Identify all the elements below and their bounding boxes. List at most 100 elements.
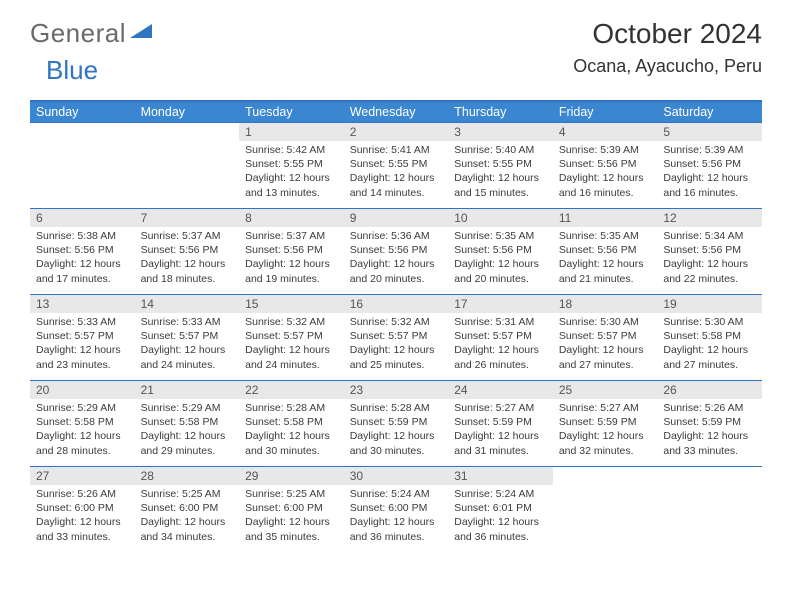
day-content: Sunrise: 5:32 AMSunset: 5:57 PMDaylight:… (344, 313, 449, 376)
day-content: Sunrise: 5:35 AMSunset: 5:56 PMDaylight:… (448, 227, 553, 290)
calendar-cell: 9Sunrise: 5:36 AMSunset: 5:56 PMDaylight… (344, 209, 449, 295)
day-number: 11 (553, 209, 658, 227)
day-content: Sunrise: 5:40 AMSunset: 5:55 PMDaylight:… (448, 141, 553, 204)
calendar-cell: 23Sunrise: 5:28 AMSunset: 5:59 PMDayligh… (344, 381, 449, 467)
calendar-cell: 25Sunrise: 5:27 AMSunset: 5:59 PMDayligh… (553, 381, 658, 467)
calendar-cell: 30Sunrise: 5:24 AMSunset: 6:00 PMDayligh… (344, 467, 449, 553)
day-number: 24 (448, 381, 553, 399)
calendar-cell (657, 467, 762, 553)
day-number: 4 (553, 123, 658, 141)
day-content: Sunrise: 5:27 AMSunset: 5:59 PMDaylight:… (553, 399, 658, 462)
day-number: 6 (30, 209, 135, 227)
calendar-cell: 12Sunrise: 5:34 AMSunset: 5:56 PMDayligh… (657, 209, 762, 295)
calendar-cell: 24Sunrise: 5:27 AMSunset: 5:59 PMDayligh… (448, 381, 553, 467)
day-number: 31 (448, 467, 553, 485)
day-content: Sunrise: 5:33 AMSunset: 5:57 PMDaylight:… (135, 313, 240, 376)
day-content: Sunrise: 5:42 AMSunset: 5:55 PMDaylight:… (239, 141, 344, 204)
day-number: 2 (344, 123, 449, 141)
day-number: 3 (448, 123, 553, 141)
weekday-header: Thursday (448, 101, 553, 123)
calendar-cell: 7Sunrise: 5:37 AMSunset: 5:56 PMDaylight… (135, 209, 240, 295)
day-number: 26 (657, 381, 762, 399)
day-number: 19 (657, 295, 762, 313)
day-content: Sunrise: 5:32 AMSunset: 5:57 PMDaylight:… (239, 313, 344, 376)
day-content: Sunrise: 5:28 AMSunset: 5:58 PMDaylight:… (239, 399, 344, 462)
day-number: 28 (135, 467, 240, 485)
calendar-row: 20Sunrise: 5:29 AMSunset: 5:58 PMDayligh… (30, 381, 762, 467)
day-content: Sunrise: 5:41 AMSunset: 5:55 PMDaylight:… (344, 141, 449, 204)
calendar-row: 13Sunrise: 5:33 AMSunset: 5:57 PMDayligh… (30, 295, 762, 381)
calendar-cell: 29Sunrise: 5:25 AMSunset: 6:00 PMDayligh… (239, 467, 344, 553)
day-number: 15 (239, 295, 344, 313)
calendar-cell: 8Sunrise: 5:37 AMSunset: 5:56 PMDaylight… (239, 209, 344, 295)
calendar-cell: 6Sunrise: 5:38 AMSunset: 5:56 PMDaylight… (30, 209, 135, 295)
day-number: 29 (239, 467, 344, 485)
day-content: Sunrise: 5:34 AMSunset: 5:56 PMDaylight:… (657, 227, 762, 290)
brand-part2: Blue (46, 55, 98, 85)
day-content: Sunrise: 5:26 AMSunset: 5:59 PMDaylight:… (657, 399, 762, 462)
calendar-cell: 2Sunrise: 5:41 AMSunset: 5:55 PMDaylight… (344, 123, 449, 209)
day-content: Sunrise: 5:29 AMSunset: 5:58 PMDaylight:… (135, 399, 240, 462)
day-content: Sunrise: 5:31 AMSunset: 5:57 PMDaylight:… (448, 313, 553, 376)
day-content: Sunrise: 5:25 AMSunset: 6:00 PMDaylight:… (239, 485, 344, 548)
day-content: Sunrise: 5:36 AMSunset: 5:56 PMDaylight:… (344, 227, 449, 290)
day-content: Sunrise: 5:24 AMSunset: 6:00 PMDaylight:… (344, 485, 449, 548)
day-number: 14 (135, 295, 240, 313)
day-content: Sunrise: 5:35 AMSunset: 5:56 PMDaylight:… (553, 227, 658, 290)
calendar-cell: 4Sunrise: 5:39 AMSunset: 5:56 PMDaylight… (553, 123, 658, 209)
calendar-table: SundayMondayTuesdayWednesdayThursdayFrid… (30, 100, 762, 553)
brand-part1: General (30, 18, 126, 49)
calendar-body: 1Sunrise: 5:42 AMSunset: 5:55 PMDaylight… (30, 123, 762, 553)
calendar-cell: 14Sunrise: 5:33 AMSunset: 5:57 PMDayligh… (135, 295, 240, 381)
day-number: 8 (239, 209, 344, 227)
weekday-header-row: SundayMondayTuesdayWednesdayThursdayFrid… (30, 101, 762, 123)
day-content: Sunrise: 5:29 AMSunset: 5:58 PMDaylight:… (30, 399, 135, 462)
calendar-cell: 19Sunrise: 5:30 AMSunset: 5:58 PMDayligh… (657, 295, 762, 381)
day-content: Sunrise: 5:26 AMSunset: 6:00 PMDaylight:… (30, 485, 135, 548)
day-content: Sunrise: 5:25 AMSunset: 6:00 PMDaylight:… (135, 485, 240, 548)
day-content: Sunrise: 5:33 AMSunset: 5:57 PMDaylight:… (30, 313, 135, 376)
calendar-cell (553, 467, 658, 553)
day-content: Sunrise: 5:24 AMSunset: 6:01 PMDaylight:… (448, 485, 553, 548)
calendar-cell: 1Sunrise: 5:42 AMSunset: 5:55 PMDaylight… (239, 123, 344, 209)
day-content: Sunrise: 5:38 AMSunset: 5:56 PMDaylight:… (30, 227, 135, 290)
day-content: Sunrise: 5:28 AMSunset: 5:59 PMDaylight:… (344, 399, 449, 462)
day-number: 17 (448, 295, 553, 313)
day-number: 1 (239, 123, 344, 141)
calendar-cell: 26Sunrise: 5:26 AMSunset: 5:59 PMDayligh… (657, 381, 762, 467)
calendar-cell: 22Sunrise: 5:28 AMSunset: 5:58 PMDayligh… (239, 381, 344, 467)
calendar-cell: 10Sunrise: 5:35 AMSunset: 5:56 PMDayligh… (448, 209, 553, 295)
calendar-cell: 17Sunrise: 5:31 AMSunset: 5:57 PMDayligh… (448, 295, 553, 381)
calendar-cell: 3Sunrise: 5:40 AMSunset: 5:55 PMDaylight… (448, 123, 553, 209)
calendar-cell: 18Sunrise: 5:30 AMSunset: 5:57 PMDayligh… (553, 295, 658, 381)
day-content: Sunrise: 5:27 AMSunset: 5:59 PMDaylight:… (448, 399, 553, 462)
day-number: 7 (135, 209, 240, 227)
calendar-cell (135, 123, 240, 209)
day-number: 5 (657, 123, 762, 141)
calendar-cell (30, 123, 135, 209)
calendar-row: 6Sunrise: 5:38 AMSunset: 5:56 PMDaylight… (30, 209, 762, 295)
day-number: 22 (239, 381, 344, 399)
calendar-cell: 15Sunrise: 5:32 AMSunset: 5:57 PMDayligh… (239, 295, 344, 381)
weekday-header: Tuesday (239, 101, 344, 123)
day-content: Sunrise: 5:37 AMSunset: 5:56 PMDaylight:… (135, 227, 240, 290)
day-number: 23 (344, 381, 449, 399)
month-title: October 2024 (573, 18, 762, 50)
day-content: Sunrise: 5:30 AMSunset: 5:57 PMDaylight:… (553, 313, 658, 376)
weekday-header: Saturday (657, 101, 762, 123)
day-number: 30 (344, 467, 449, 485)
calendar-cell: 21Sunrise: 5:29 AMSunset: 5:58 PMDayligh… (135, 381, 240, 467)
day-number: 21 (135, 381, 240, 399)
calendar-cell: 20Sunrise: 5:29 AMSunset: 5:58 PMDayligh… (30, 381, 135, 467)
calendar-cell: 16Sunrise: 5:32 AMSunset: 5:57 PMDayligh… (344, 295, 449, 381)
weekday-header: Monday (135, 101, 240, 123)
weekday-header: Friday (553, 101, 658, 123)
calendar-cell: 28Sunrise: 5:25 AMSunset: 6:00 PMDayligh… (135, 467, 240, 553)
day-content: Sunrise: 5:37 AMSunset: 5:56 PMDaylight:… (239, 227, 344, 290)
calendar-cell: 31Sunrise: 5:24 AMSunset: 6:01 PMDayligh… (448, 467, 553, 553)
day-content: Sunrise: 5:39 AMSunset: 5:56 PMDaylight:… (553, 141, 658, 204)
day-number: 9 (344, 209, 449, 227)
day-number: 16 (344, 295, 449, 313)
calendar-row: 1Sunrise: 5:42 AMSunset: 5:55 PMDaylight… (30, 123, 762, 209)
weekday-header: Wednesday (344, 101, 449, 123)
